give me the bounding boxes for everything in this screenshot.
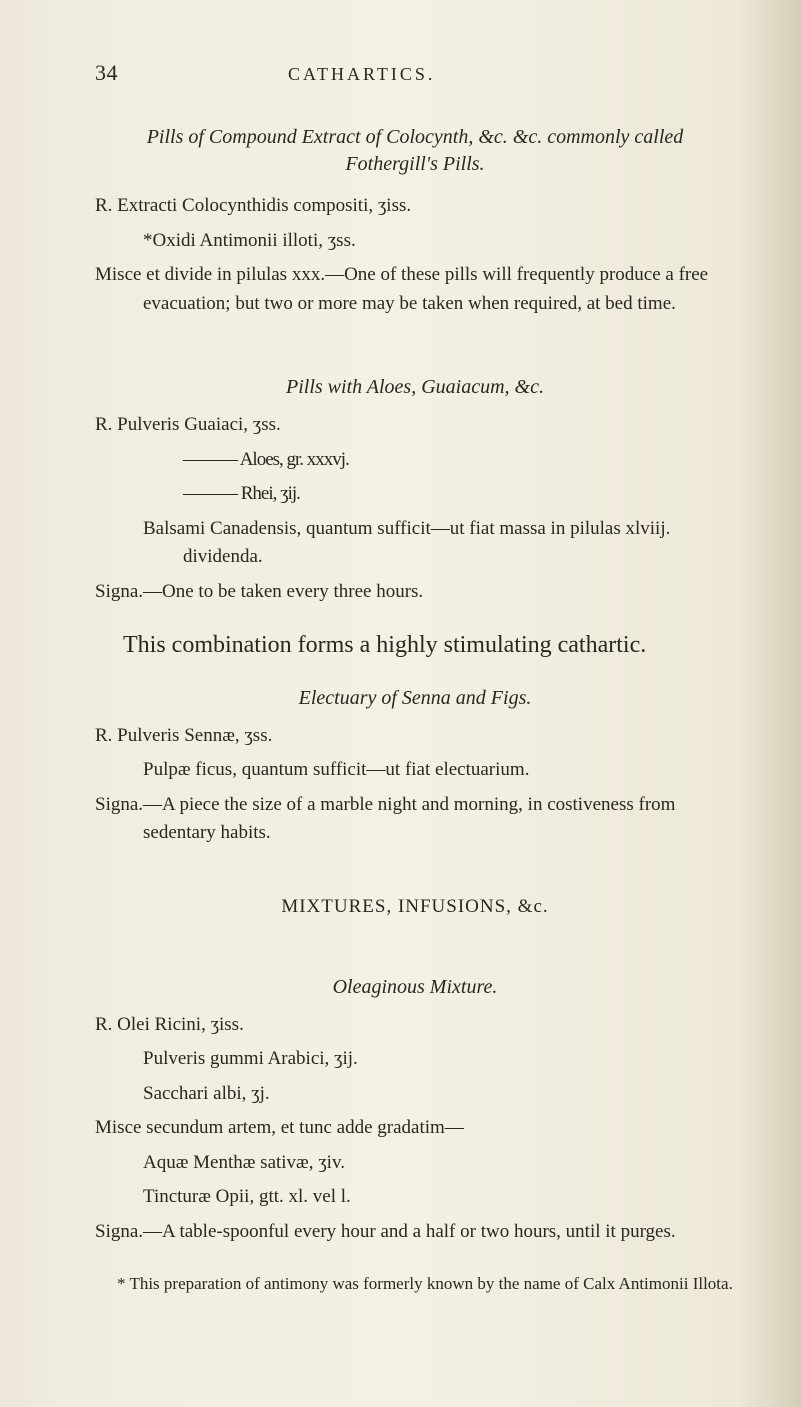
balsami-line: Balsami Canadensis, quantum sufficit—ut … [183, 515, 735, 572]
ingredient-line: Sacchari albi, ʒj. [143, 1080, 735, 1109]
mixtures-heading: MIXTURES, INFUSIONS, &c. [95, 896, 735, 918]
signa-line: Signa.—One to be taken every three hours… [143, 578, 735, 607]
rx-line: R. Olei Ricini, ʒiss. [95, 1011, 735, 1040]
ingredient-line: *Oxidi Antimonii illoti, ʒss. [143, 227, 735, 256]
section-title-aloes: Pills with Aloes, Guaiacum, &c. [95, 376, 735, 399]
rx-line: R. Pulveris Sennæ, ʒss. [95, 722, 735, 751]
misce-line: Misce et divide in pilulas xxx.—One of t… [143, 261, 735, 318]
rx-line: R. Pulveris Guaiaci, ʒss. [95, 411, 735, 440]
rx-line: R. Extracti Colocynthidis compositi, ʒis… [95, 192, 735, 221]
section-title-colocynth: Pills of Compound Extract of Colocynth, … [125, 124, 705, 178]
ingredient-line: Pulveris gummi Arabici, ʒij. [143, 1045, 735, 1074]
ingredient-line: Pulpæ ficus, quantum sufficit—ut fiat el… [143, 756, 735, 785]
ingredient-line: Aquæ Menthæ sativæ, ʒiv. [143, 1149, 735, 1178]
ingredient-line: ——— Rhei, ʒij. [183, 480, 735, 509]
running-head: CATHARTICS. [288, 64, 435, 85]
signa-line: Signa.—A table-spoonful every hour and a… [143, 1218, 735, 1247]
ingredient-line: ——— Aloes, gr. xxxvj. [183, 446, 735, 475]
misce-line: Misce secundum artem, et tunc adde grada… [95, 1114, 735, 1143]
page-content: 34 CATHARTICS. Pills of Compound Extract… [95, 60, 735, 1297]
signa-line: Signa.—A piece the size of a marble nigh… [143, 791, 735, 848]
body-paragraph: This combination forms a highly stimulat… [95, 628, 735, 663]
page-number: 34 [95, 60, 118, 86]
page-header: 34 CATHARTICS. [95, 60, 735, 86]
section-title-electuary: Electuary of Senna and Figs. [95, 687, 735, 710]
section-title-oleaginous: Oleaginous Mixture. [95, 976, 735, 999]
ingredient-line: Tincturæ Opii, gtt. xl. vel l. [143, 1183, 735, 1212]
footnote: * This preparation of antimony was forme… [95, 1272, 735, 1297]
